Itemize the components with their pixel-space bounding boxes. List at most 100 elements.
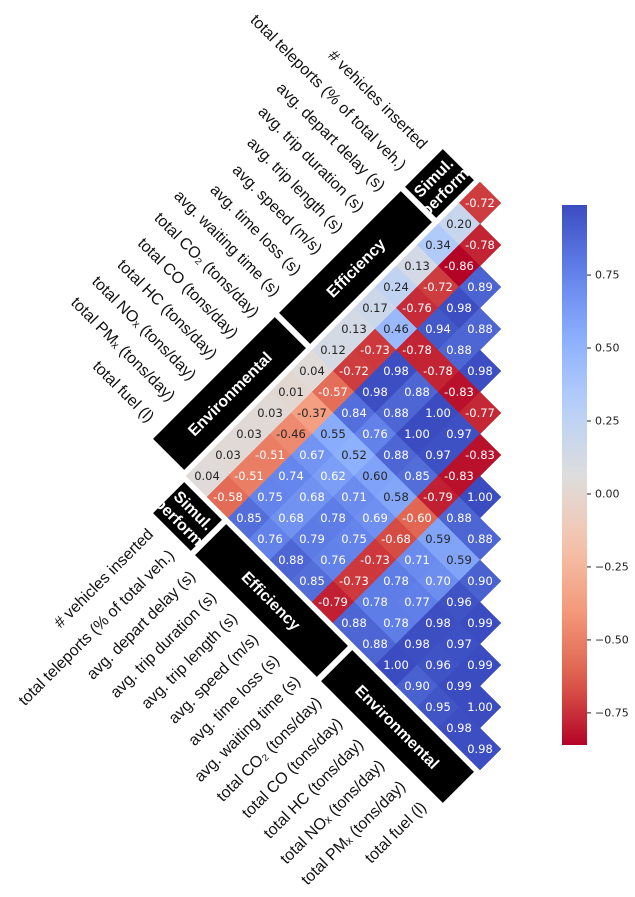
cell-label: -0.76 bbox=[402, 301, 432, 315]
cell-label: 0.03 bbox=[236, 427, 262, 441]
group-box bbox=[405, 149, 474, 218]
cell-label: 0.75 bbox=[341, 532, 367, 546]
cell-label: 0.98 bbox=[425, 616, 451, 630]
cell-label: 0.99 bbox=[467, 658, 493, 672]
cell-label: 0.69 bbox=[362, 511, 388, 525]
cell-label: 0.98 bbox=[404, 637, 430, 651]
cell-label: -0.57 bbox=[318, 385, 348, 399]
cell-label: 0.97 bbox=[425, 448, 451, 462]
cell-label: -0.79 bbox=[318, 595, 348, 609]
cell-label: 0.59 bbox=[446, 553, 472, 567]
group-box bbox=[195, 524, 348, 677]
cell-label: 0.17 bbox=[362, 301, 388, 315]
cell-label: 0.59 bbox=[425, 532, 451, 546]
cell-label: 1.00 bbox=[425, 406, 451, 420]
cell-label: 0.70 bbox=[425, 574, 451, 588]
cell-label: 0.96 bbox=[425, 658, 451, 672]
cell-label: -0.78 bbox=[423, 364, 453, 378]
cell-label: -0.79 bbox=[423, 490, 453, 504]
cell-label: 0.90 bbox=[404, 679, 430, 693]
cell-label: 0.88 bbox=[341, 616, 367, 630]
colorbar-tick-label: 0.00 bbox=[595, 487, 620, 500]
cell-label: 0.85 bbox=[236, 511, 262, 525]
cell-label: 0.01 bbox=[278, 385, 304, 399]
cell-label: 0.98 bbox=[446, 301, 472, 315]
cell-label: -0.60 bbox=[402, 511, 432, 525]
cell-label: 0.96 bbox=[446, 595, 472, 609]
cell-label: 0.88 bbox=[446, 511, 472, 525]
group-box bbox=[153, 317, 306, 470]
cell-label: 0.68 bbox=[278, 511, 304, 525]
cell-label: 0.90 bbox=[467, 574, 493, 588]
cell-label: 0.76 bbox=[362, 427, 388, 441]
cell-label: 0.76 bbox=[257, 532, 283, 546]
cell-label: -0.37 bbox=[297, 406, 327, 420]
colorbar-tick-label: −0.25 bbox=[595, 560, 629, 573]
cell-label: 0.88 bbox=[278, 553, 304, 567]
cell-label: 0.98 bbox=[446, 721, 472, 735]
cell-label: 0.98 bbox=[467, 742, 493, 756]
cell-label: -0.46 bbox=[276, 427, 306, 441]
cell-label: 0.60 bbox=[362, 469, 388, 483]
cell-label: -0.72 bbox=[339, 364, 369, 378]
cell-label: 0.98 bbox=[362, 385, 388, 399]
cell-label: 0.99 bbox=[467, 616, 493, 630]
colorbar bbox=[562, 205, 587, 745]
cell-label: 0.75 bbox=[257, 490, 283, 504]
cell-label: -0.83 bbox=[444, 469, 474, 483]
cell-label: 0.71 bbox=[341, 490, 367, 504]
cell-label: 1.00 bbox=[404, 427, 430, 441]
group-box bbox=[321, 650, 474, 803]
cell-label: 0.79 bbox=[299, 532, 325, 546]
cell-label: 0.88 bbox=[404, 385, 430, 399]
cell-label: -0.78 bbox=[402, 343, 432, 357]
cell-label: 0.85 bbox=[299, 574, 325, 588]
cell-label: 0.97 bbox=[446, 637, 472, 651]
cell-label: -0.72 bbox=[465, 196, 495, 210]
group-box bbox=[279, 191, 432, 344]
cell-label: -0.58 bbox=[213, 490, 243, 504]
cell-label: 0.88 bbox=[446, 343, 472, 357]
cell-label: -0.73 bbox=[360, 343, 390, 357]
cell-label: 0.04 bbox=[299, 364, 325, 378]
cell-label: 0.99 bbox=[446, 679, 472, 693]
cell-label: -0.73 bbox=[339, 574, 369, 588]
cell-label: 0.20 bbox=[446, 217, 472, 231]
cell-label: 0.34 bbox=[425, 238, 451, 252]
colorbar-tick-label: 0.50 bbox=[595, 342, 620, 355]
cell-label: 0.89 bbox=[467, 280, 493, 294]
cell-label: 1.00 bbox=[467, 490, 493, 504]
cell-label: 0.88 bbox=[467, 322, 493, 336]
colorbar-tick-label: −0.50 bbox=[595, 633, 629, 646]
cell-label: 0.88 bbox=[383, 448, 409, 462]
colorbar-tick-label: 0.75 bbox=[595, 269, 620, 282]
heatmap-cell bbox=[458, 727, 502, 771]
cell-label: -0.51 bbox=[234, 469, 264, 483]
cell-label: 0.78 bbox=[383, 616, 409, 630]
cell-label: 0.94 bbox=[425, 322, 451, 336]
cell-label: 0.98 bbox=[467, 364, 493, 378]
cell-label: 0.67 bbox=[299, 448, 325, 462]
cell-label: -0.77 bbox=[465, 406, 495, 420]
cell-label: 0.97 bbox=[446, 427, 472, 441]
colorbar-tick-label: 0.25 bbox=[595, 415, 620, 428]
cell-label: -0.72 bbox=[423, 280, 453, 294]
cell-label: 0.78 bbox=[362, 595, 388, 609]
cell-label: 0.78 bbox=[320, 511, 346, 525]
cell-label: 0.88 bbox=[362, 637, 388, 651]
cell-label: -0.78 bbox=[465, 238, 495, 252]
colorbar-tick-label: −0.75 bbox=[595, 706, 629, 719]
cell-label: 0.03 bbox=[215, 448, 241, 462]
cell-label: -0.83 bbox=[444, 385, 474, 399]
cell-label: 0.12 bbox=[320, 343, 346, 357]
cell-label: 0.68 bbox=[299, 490, 325, 504]
cell-label: 0.24 bbox=[383, 280, 409, 294]
cell-label: -0.83 bbox=[465, 448, 495, 462]
cell-label: 0.98 bbox=[383, 364, 409, 378]
cell-label: 0.04 bbox=[194, 469, 220, 483]
cell-label: -0.68 bbox=[381, 532, 411, 546]
group-box bbox=[153, 482, 222, 551]
cell-label: 0.46 bbox=[383, 322, 409, 336]
cell-label: 0.58 bbox=[383, 490, 409, 504]
cell-label: 0.77 bbox=[404, 595, 430, 609]
